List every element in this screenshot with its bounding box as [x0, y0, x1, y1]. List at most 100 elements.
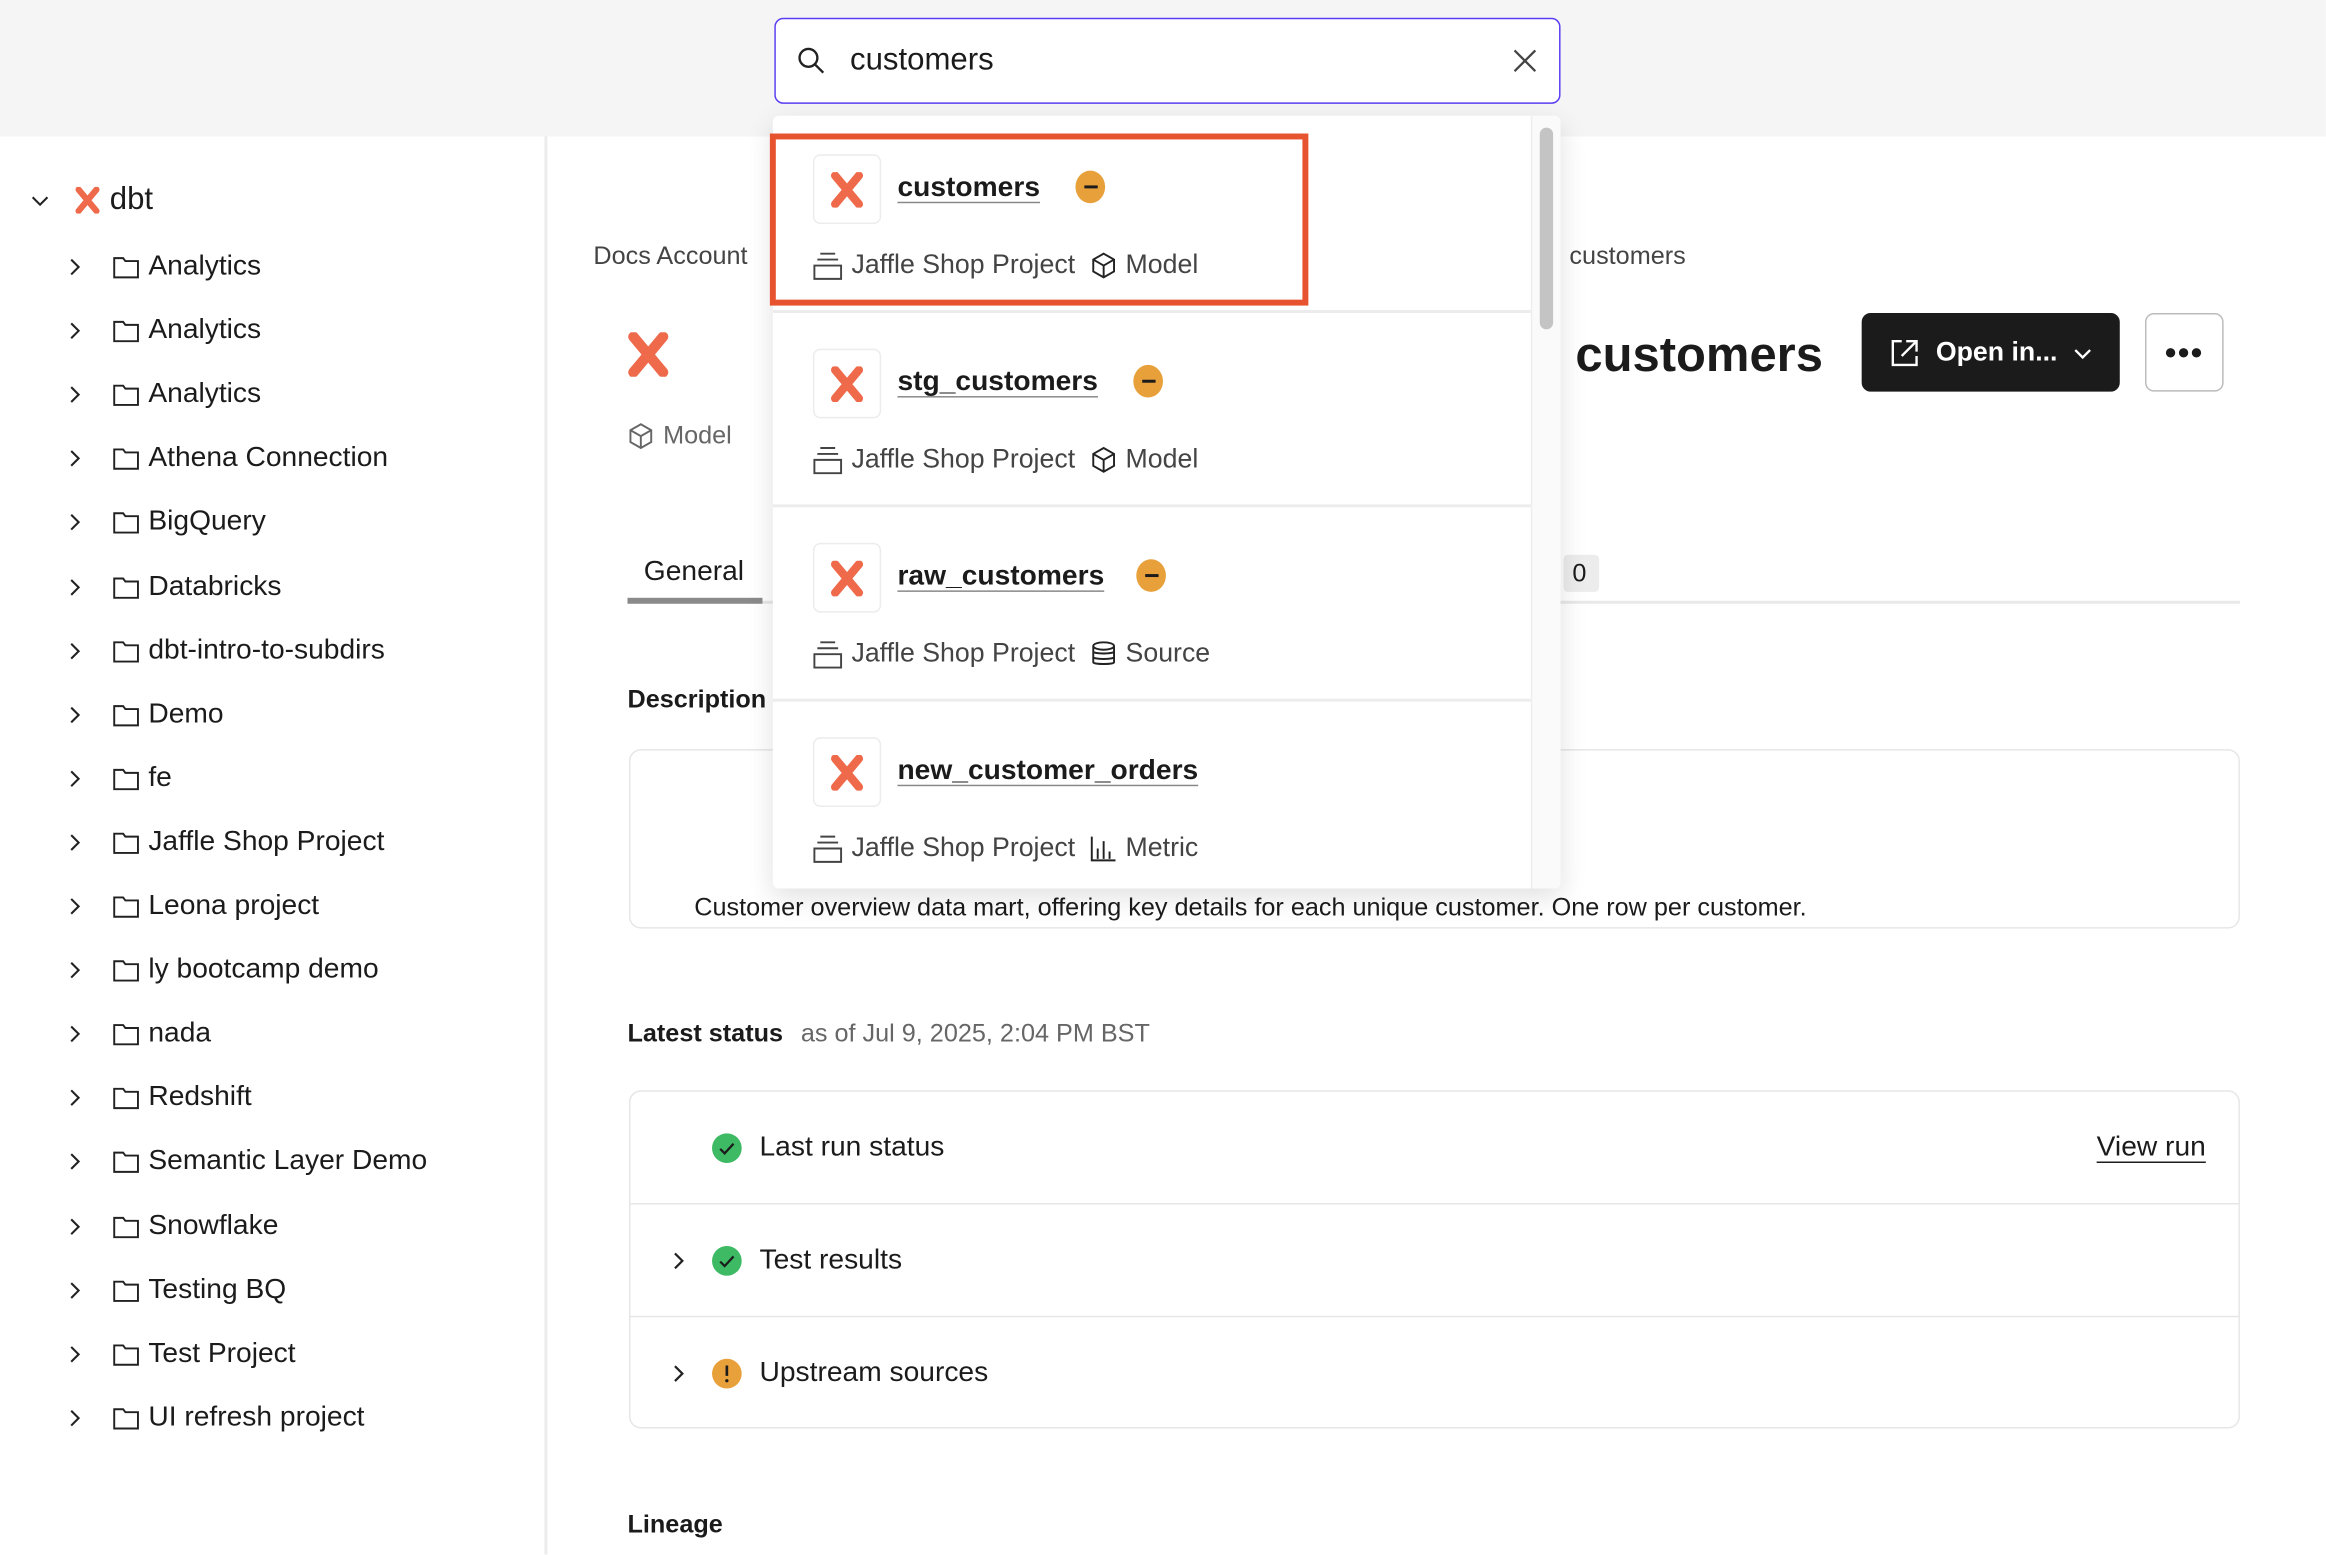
project-icon — [813, 834, 843, 863]
breadcrumb-item[interactable]: Docs Account — [593, 241, 748, 270]
description-heading: Description — [627, 685, 767, 714]
result-name-link[interactable]: customers — [897, 172, 1041, 204]
chevron-right-icon[interactable] — [67, 768, 85, 789]
status-timestamp: as of Jul 9, 2025, 2:04 PM BST — [800, 1019, 1150, 1048]
tree-item[interactable]: BigQuery — [67, 500, 266, 545]
test-results-row[interactable]: Test results — [630, 1205, 2239, 1318]
view-run-link[interactable]: View run — [2096, 1131, 2206, 1163]
status-badge-icon — [1136, 559, 1166, 592]
search-box[interactable] — [774, 17, 1561, 104]
tree-item[interactable]: ly bootcamp demo — [67, 948, 379, 993]
scrollbar-thumb[interactable] — [1539, 127, 1554, 330]
latest-status-label: Latest status — [627, 1019, 784, 1048]
more-options-button[interactable]: ••• — [2144, 312, 2224, 392]
search-result[interactable]: stg_customers Jaffle Shop Project Model — [772, 313, 1533, 508]
tree-item[interactable]: fe — [67, 756, 172, 801]
chevron-right-icon[interactable] — [67, 1088, 85, 1109]
chevron-right-icon[interactable] — [67, 896, 85, 917]
tree-root-dbt[interactable]: dbt — [30, 178, 153, 223]
result-type: Model — [1125, 249, 1199, 279]
chevron-right-icon[interactable] — [67, 512, 85, 533]
chevron-right-icon[interactable] — [670, 1250, 688, 1271]
chevron-right-icon[interactable] — [67, 1152, 85, 1173]
chevron-right-icon[interactable] — [670, 1363, 688, 1384]
chevron-right-icon[interactable] — [67, 640, 85, 661]
clear-search-icon[interactable] — [1512, 47, 1539, 74]
latest-status-heading: Latest status as of Jul 9, 2025, 2:04 PM… — [627, 1019, 1149, 1049]
tree-item-label: Snowflake — [148, 1209, 279, 1241]
chevron-right-icon[interactable] — [67, 1280, 85, 1301]
folder-icon — [113, 321, 139, 343]
result-project: Jaffle Shop Project — [851, 637, 1076, 668]
result-project: Jaffle Shop Project — [851, 832, 1076, 862]
folder-icon — [113, 1152, 139, 1174]
upstream-sources-label: Upstream sources — [759, 1357, 989, 1389]
check-circle-icon — [712, 1245, 742, 1275]
tree-item-label: Testing BQ — [148, 1273, 287, 1305]
tree-item[interactable]: Test Project — [67, 1332, 296, 1377]
project-icon — [813, 446, 843, 474]
search-result[interactable]: raw_customers Jaffle Shop Project Source — [772, 507, 1533, 702]
result-project: Jaffle Shop Project — [851, 443, 1076, 474]
tree-item-label: Demo — [148, 698, 224, 730]
search-result[interactable]: new_customer_orders Jaffle Shop Project M… — [773, 702, 1533, 889]
result-icon-box — [812, 154, 882, 224]
tree-item[interactable]: Leona project — [67, 884, 319, 929]
chevron-right-icon[interactable] — [67, 321, 85, 342]
chevron-right-icon[interactable] — [67, 832, 85, 853]
folder-icon — [113, 1407, 139, 1430]
check-circle-icon — [712, 1132, 742, 1163]
tree-item[interactable]: Jaffle Shop Project — [67, 820, 385, 865]
tab-general[interactable]: General — [643, 556, 745, 588]
result-type: Metric — [1125, 832, 1199, 862]
result-meta: Jaffle Shop Project Model — [813, 444, 1198, 475]
scrollbar-track[interactable] — [1530, 115, 1561, 889]
chevron-right-icon[interactable] — [67, 448, 85, 469]
tree-item-label: Analytics — [148, 378, 262, 410]
status-badge-icon — [1075, 170, 1106, 204]
tree-item[interactable]: Demo — [67, 692, 224, 737]
chevron-right-icon[interactable] — [67, 576, 85, 597]
chevron-right-icon[interactable] — [67, 1343, 85, 1364]
chevron-right-icon[interactable] — [67, 257, 85, 278]
result-name-link[interactable]: stg_customers — [897, 366, 1098, 398]
tab-active-indicator — [627, 597, 763, 604]
tree-item-label: Analytics — [148, 250, 262, 282]
tree-item[interactable]: Analytics — [67, 309, 261, 354]
chevron-right-icon[interactable] — [67, 1024, 85, 1045]
resource-type: Model — [627, 421, 732, 451]
result-name-link[interactable]: new_customer_orders — [897, 755, 1199, 787]
tree-item-label: Redshift — [148, 1081, 252, 1113]
tree-item[interactable]: nada — [67, 1012, 211, 1057]
tree-item[interactable]: Athena Connection — [67, 437, 388, 482]
dbt-logo-icon — [831, 365, 864, 402]
tree-item[interactable]: Databricks — [67, 564, 282, 609]
search-result[interactable]: customers Jaffle Shop Project Model — [772, 119, 1533, 313]
tree-item[interactable]: Analytics — [67, 245, 261, 290]
chevron-right-icon[interactable] — [67, 960, 85, 981]
chevron-right-icon[interactable] — [67, 384, 85, 405]
tree-item-label: Semantic Layer Demo — [148, 1145, 428, 1177]
folder-icon — [113, 257, 139, 279]
folder-icon — [113, 960, 139, 982]
open-in-label: Open in... — [1935, 336, 2058, 367]
cube-icon — [1091, 251, 1115, 278]
tree-item[interactable]: Semantic Layer Demo — [67, 1140, 427, 1185]
folder-icon — [113, 1344, 139, 1366]
chevron-right-icon[interactable] — [67, 1216, 85, 1237]
tree-item[interactable]: Redshift — [67, 1076, 252, 1121]
tree-item[interactable]: dbt-intro-to-subdirs — [67, 628, 385, 673]
open-in-button[interactable]: Open in... — [1861, 312, 2120, 392]
chevron-right-icon[interactable] — [67, 704, 85, 725]
tree-item-label: fe — [148, 762, 172, 794]
tree-item[interactable]: Testing BQ — [67, 1268, 286, 1313]
upstream-sources-row[interactable]: Upstream sources — [630, 1317, 2238, 1430]
chevron-right-icon[interactable] — [67, 1407, 85, 1428]
search-input[interactable] — [849, 43, 1512, 79]
tree-item[interactable]: Snowflake — [67, 1204, 279, 1249]
chevron-down-icon[interactable] — [30, 190, 51, 211]
dbt-logo-icon — [831, 171, 864, 207]
tree-item[interactable]: UI refresh project — [67, 1396, 365, 1441]
tree-item[interactable]: Analytics — [67, 373, 261, 418]
result-name-link[interactable]: raw_customers — [897, 560, 1105, 592]
